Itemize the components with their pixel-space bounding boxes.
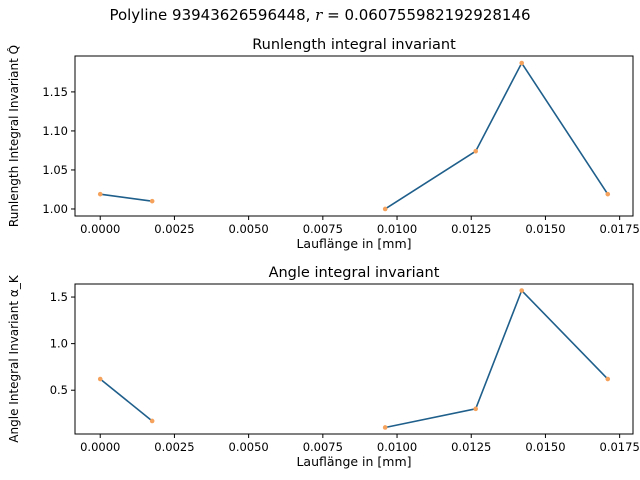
x-tick-label: 0.0175	[600, 222, 640, 236]
series-line-segment-2	[384, 289, 609, 429]
data-point	[149, 198, 155, 204]
x-tick-label: 0.0025	[154, 222, 194, 236]
x-tick-label: 0.0125	[451, 222, 491, 236]
data-point	[382, 425, 388, 430]
series-line-segment-2	[384, 61, 609, 210]
subplots: Runlength integral invariant 0.0000 0.0025…	[7, 37, 640, 469]
data-point	[97, 191, 103, 197]
subplot-title: Angle integral invariant	[269, 265, 440, 281]
data-point	[519, 288, 524, 293]
data-point	[605, 376, 611, 382]
data-point	[519, 60, 524, 66]
x-tick-label: 0.0100	[377, 222, 417, 236]
x-tick-label: 0.0050	[229, 440, 269, 454]
x-tick-label: 0.0175	[600, 440, 640, 454]
x-tick-label: 0.0075	[303, 440, 343, 454]
y-axis-label: Angle Integral Invariant α_K	[7, 274, 21, 443]
x-axis-label: Lauflänge in [mm]	[296, 454, 411, 469]
subplot-2: Angle integral invariant 0.0000 0.0025 0.00…	[7, 265, 640, 469]
x-tick-label: 0.0075	[303, 222, 343, 236]
y-tick-label: 1.10	[42, 124, 68, 138]
y-tick-label: 1.15	[42, 85, 68, 99]
y-tick-label: 1.0	[50, 337, 68, 351]
subplot-title: Runlength integral invariant	[252, 37, 456, 53]
x-tick-label: 0.0025	[154, 440, 194, 454]
x-tick-label: 0.0150	[525, 440, 565, 454]
data-point	[382, 206, 388, 212]
figure-suptitle: Polyline 93943626596448, r = 0.060755982…	[109, 6, 530, 24]
y-tick-label: 1.5	[50, 290, 68, 304]
x-tick-label: 0.0150	[525, 222, 565, 236]
x-tick-label: 0.0125	[451, 440, 491, 454]
x-tick-label: 0.0000	[80, 222, 120, 236]
data-point	[473, 148, 478, 154]
data-point	[149, 418, 155, 424]
x-tick-label: 0.0050	[229, 222, 269, 236]
y-tick-label: 0.5	[50, 383, 68, 397]
x-tick-label: 0.0000	[80, 440, 120, 454]
x-tick-label: 0.0100	[377, 440, 417, 454]
series-line-segment-1	[99, 378, 153, 422]
data-point	[97, 376, 103, 382]
subplot-1: Runlength integral invariant 0.0000 0.0025…	[7, 37, 640, 251]
series-line-segment-1	[100, 193, 153, 202]
x-axis-label: Lauflänge in [mm]	[296, 236, 411, 251]
y-axis-label: Runlength Integral Invariant Q̂	[7, 45, 21, 227]
y-tick-label: 1.05	[42, 163, 68, 177]
axes-frame	[74, 283, 634, 435]
data-point	[473, 406, 478, 412]
y-tick-label: 1.00	[42, 202, 68, 216]
data-point	[605, 191, 611, 197]
axes-frame	[74, 55, 634, 217]
